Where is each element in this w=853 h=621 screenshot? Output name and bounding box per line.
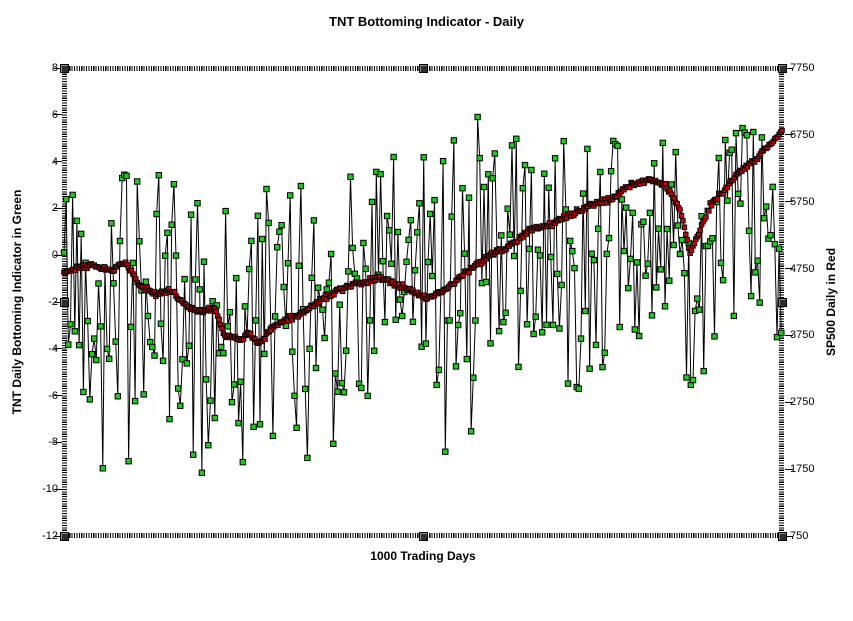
x-axis-title: 1000 Trading Days [370, 549, 476, 563]
left-axis-tick [54, 302, 62, 303]
left-axis-tick [54, 489, 62, 490]
right-axis-tick-label: 750 [790, 530, 809, 542]
left-axis-tick [54, 161, 62, 162]
left-axis-tick [54, 114, 62, 115]
left-axis-tick [54, 68, 62, 69]
resize-handle[interactable] [60, 532, 69, 541]
resize-handle[interactable] [60, 64, 69, 73]
left-axis-tick-label: -8 [48, 436, 58, 448]
left-axis-tick-label: 0 [51, 249, 58, 261]
left-axis-tick [54, 442, 62, 443]
left-axis-tick-label: 4 [51, 156, 58, 168]
right-axis-tick-label: 5750 [790, 196, 815, 208]
right-axis-tick-label: 7750 [790, 62, 815, 74]
right-axis-tick [785, 536, 793, 537]
right-axis-tick [785, 402, 793, 403]
left-axis-tick-label: 2 [51, 202, 58, 214]
sp500-series [61, 127, 785, 346]
left-axis-tick [54, 348, 62, 349]
left-axis-tick [54, 536, 62, 537]
left-axis-tick-label: -4 [48, 343, 58, 355]
right-axis-tick [785, 134, 793, 135]
left-axis-tick [54, 255, 62, 256]
resize-handle[interactable] [778, 64, 787, 73]
left-axis-tick [54, 208, 62, 209]
left-axis-tick [54, 395, 62, 396]
right-axis-tick [785, 68, 793, 69]
chart-title: TNT Bottoming Indicator - Daily [329, 14, 524, 29]
right-axis-tick-label: 2750 [790, 396, 815, 408]
left-axis-tick-label: 8 [51, 62, 58, 74]
right-axis-tick [785, 201, 793, 202]
left-axis-tick-label: 6 [51, 109, 58, 121]
resize-handle[interactable] [778, 298, 787, 307]
resize-handle[interactable] [419, 532, 428, 541]
left-axis-tick-label: -2 [48, 296, 58, 308]
right-axis-tick [785, 268, 793, 269]
tnt-series [60, 113, 785, 477]
right-axis-tick-label: 6750 [790, 129, 815, 141]
resize-handle[interactable] [778, 532, 787, 541]
right-axis-tick [785, 335, 793, 336]
right-axis-tick-label: 1750 [790, 463, 815, 475]
left-axis-tick-label: -6 [48, 390, 58, 402]
right-axis-tick-label: 4750 [790, 263, 815, 275]
resize-handle[interactable] [419, 64, 428, 73]
right-axis-tick [785, 469, 793, 470]
left-axis-tick-label: -12 [42, 530, 58, 542]
resize-handle[interactable] [60, 298, 69, 307]
left-axis-tick-label: -10 [42, 483, 58, 495]
right-axis-tick-label: 3750 [790, 329, 815, 341]
